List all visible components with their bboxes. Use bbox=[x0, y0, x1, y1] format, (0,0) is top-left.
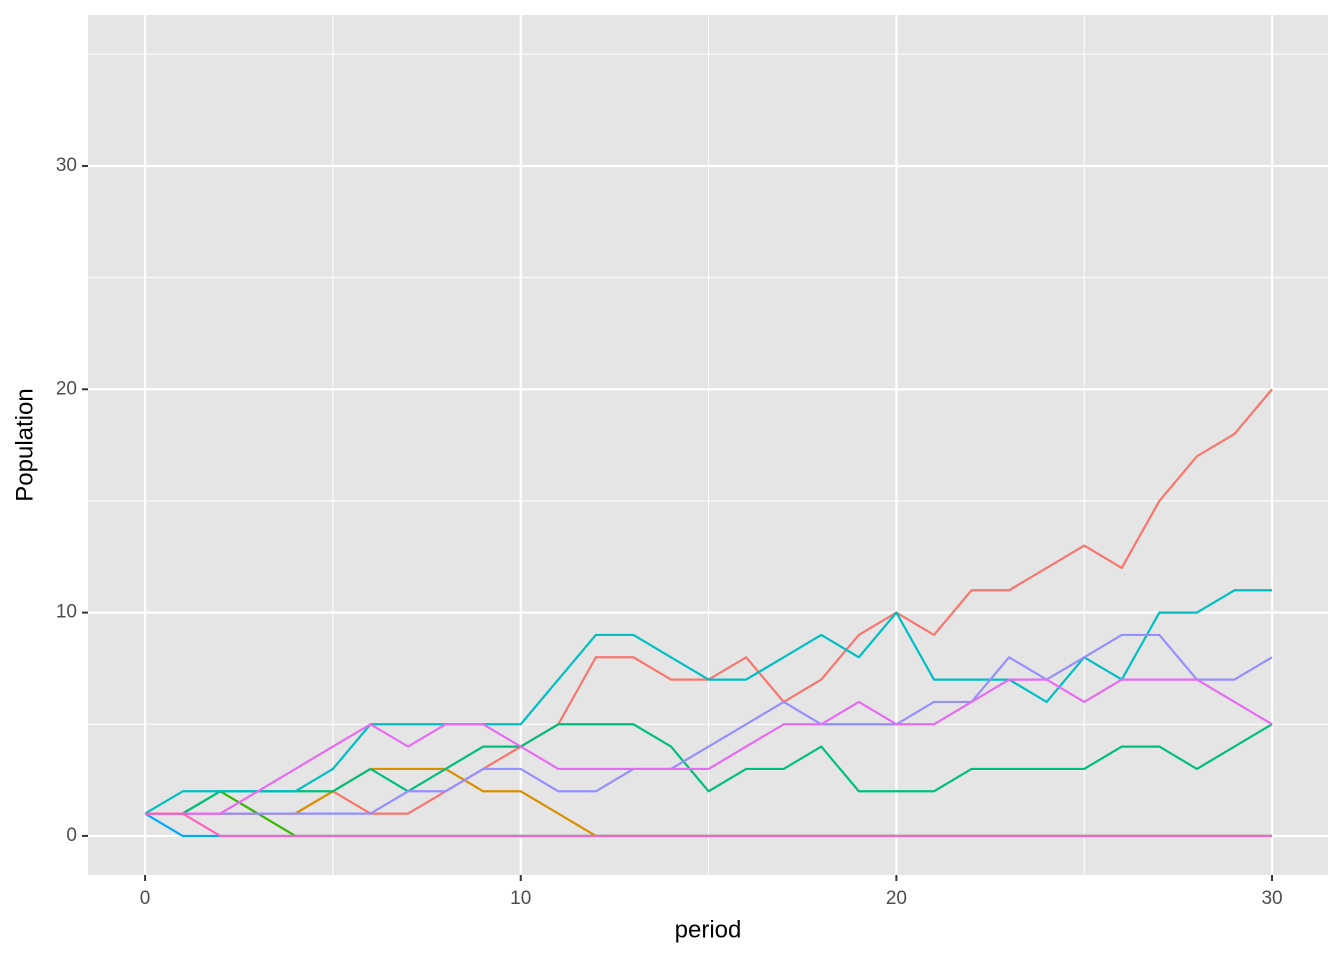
y-tick-label: 30 bbox=[56, 155, 77, 176]
series-line bbox=[145, 812, 1273, 838]
x-axis-title: period bbox=[675, 916, 742, 943]
series-line bbox=[145, 633, 1273, 815]
series-line bbox=[145, 723, 1273, 815]
x-tick-label: 0 bbox=[140, 888, 151, 909]
y-tick-label: 0 bbox=[66, 825, 77, 846]
x-tick-label: 30 bbox=[1261, 888, 1282, 909]
y-tick-label: 20 bbox=[56, 378, 77, 399]
lines bbox=[144, 388, 1273, 838]
plot-panel bbox=[88, 15, 1328, 875]
y-tick-label: 10 bbox=[56, 602, 77, 623]
y-axis-title: Population bbox=[11, 388, 38, 501]
x-tick-label: 20 bbox=[886, 888, 907, 909]
x-tick-label: 10 bbox=[510, 888, 531, 909]
series-line bbox=[145, 678, 1273, 815]
